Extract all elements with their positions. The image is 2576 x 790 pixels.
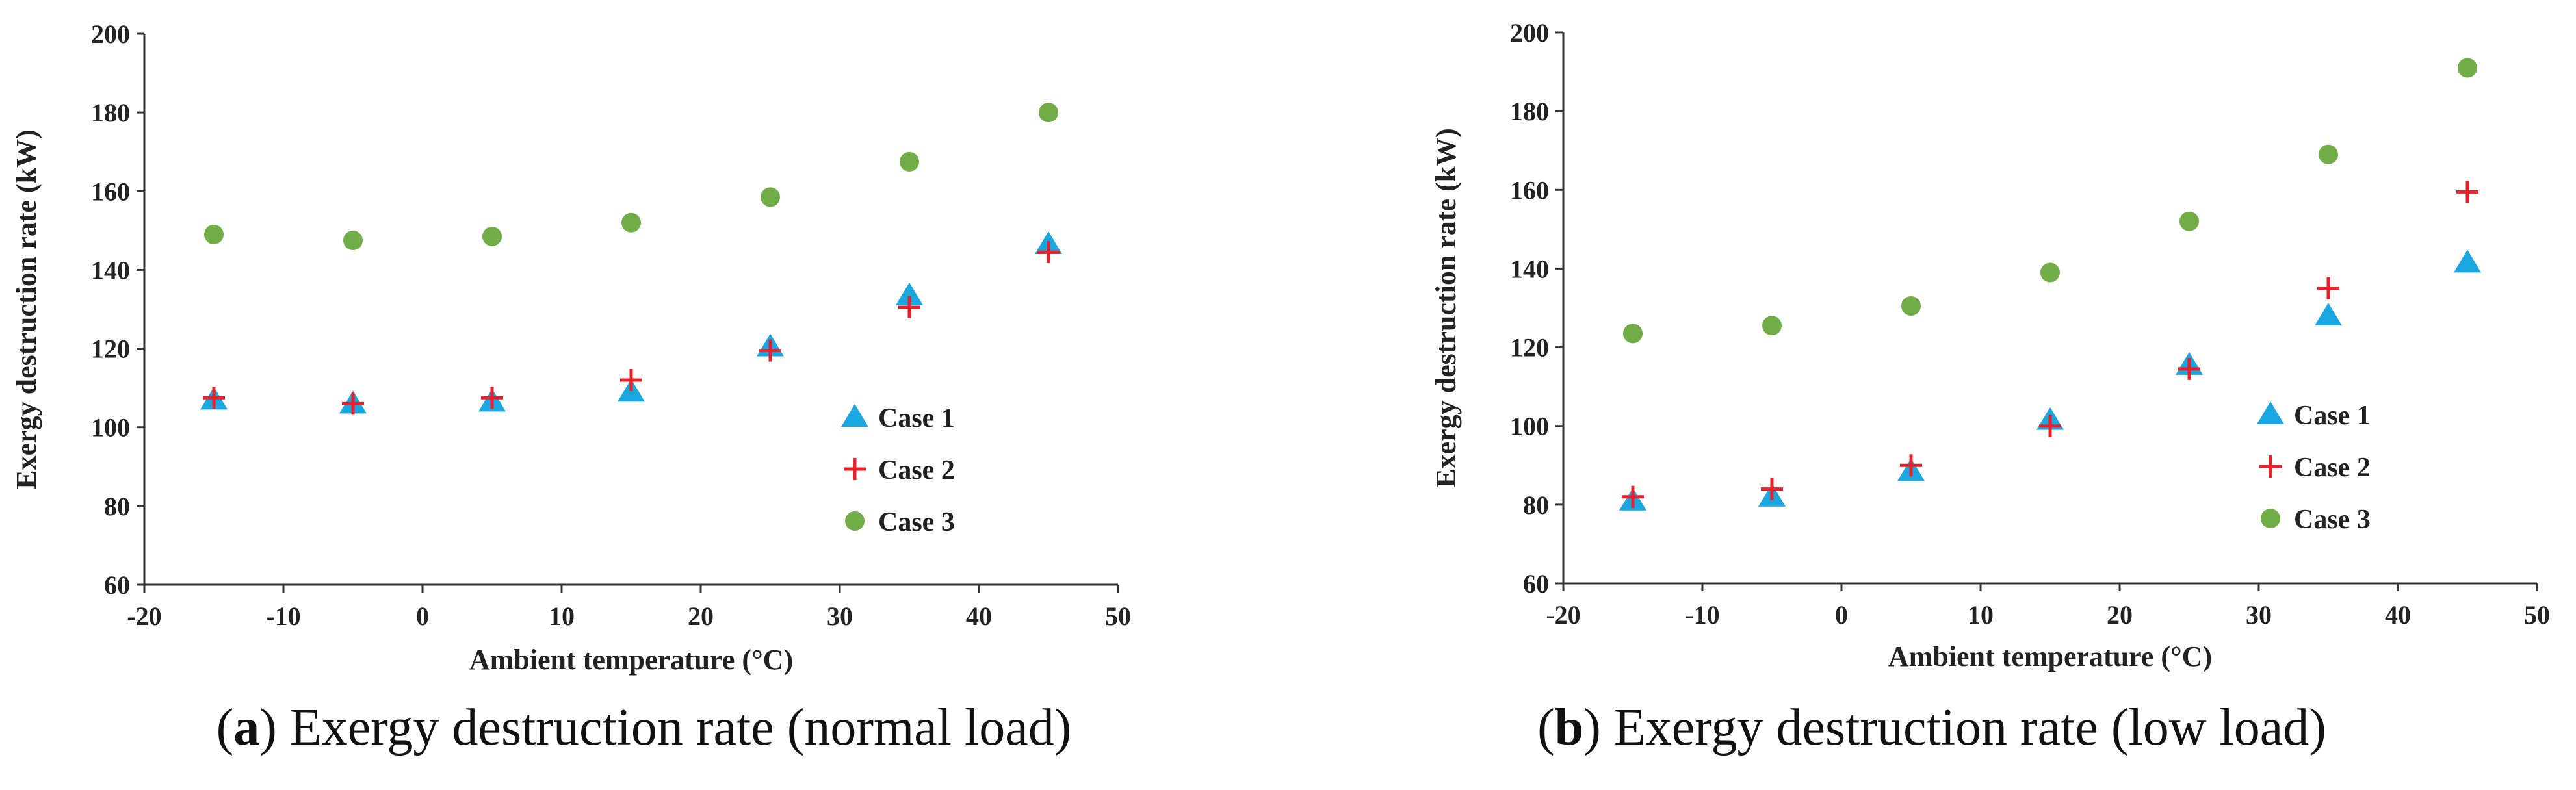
chart-a-point-circle (482, 226, 502, 246)
chart-a-caption: (a) Exergy destruction rate (normal load… (216, 699, 1072, 756)
chart-a-y-tick-label: 80 (104, 492, 130, 521)
chart-a-point-circle (900, 151, 919, 172)
chart-b-point-plus (2456, 181, 2478, 203)
chart-b-point-plus (1622, 485, 1644, 508)
chart-b-point-circle (2179, 211, 2199, 231)
chart-b-series-3 (1623, 58, 2477, 344)
chart-b-point-plus (1761, 478, 1783, 500)
chart-a-x-tick-label: 10 (549, 602, 575, 631)
chart-b-y-tick-label: 140 (1510, 254, 1549, 283)
chart-a-x-axis-title: Ambient temperature (°C) (469, 644, 793, 676)
chart-a-x-tick-label: 40 (966, 602, 992, 631)
chart-a-point-plus (481, 387, 503, 409)
chart-b-x-axis-title: Ambient temperature (°C) (1888, 641, 2212, 672)
chart-b-point-plus (1900, 454, 1922, 477)
chart-b-point-triangle (2315, 303, 2342, 326)
chart-b-x-tick-label: -20 (1546, 600, 1580, 630)
chart-b-legend-marker-3 (2261, 509, 2280, 528)
chart-a-x-tick-label: -10 (266, 602, 300, 631)
chart-b-caption-text: ) Exergy destruction rate (low load) (1583, 699, 2326, 756)
chart-a-point-plus (898, 296, 920, 318)
chart-b-caption-letter: b (1554, 699, 1584, 756)
chart-b-x-tick-label: -10 (1685, 600, 1719, 630)
chart-b-point-plus (2039, 414, 2061, 437)
chart-b-y-tick-label: 180 (1510, 97, 1549, 126)
chart-a-x-tick-label: 0 (416, 602, 429, 631)
chart-a-point-triangle (896, 282, 923, 305)
chart-a-caption-letter: a (233, 699, 260, 756)
chart-panel-b: 60 80 100 120 140 160 180 200 -20 -10 0 10 20 30 40 50 A… (1288, 0, 2576, 790)
chart-b-y-tick-label: 200 (1510, 18, 1549, 47)
chart-a-legend-marker-1 (841, 404, 868, 427)
chart-b-plot: 60 80 100 120 140 160 180 200 -20 -10 0 10 20 30 40 50 A… (1430, 18, 2550, 672)
chart-b-y-tick-label: 60 (1523, 569, 1549, 598)
chart-b-y-tick-label: 160 (1510, 175, 1549, 205)
chart-b-legend-marker-1 (2257, 401, 2284, 424)
chart-a-point-circle (204, 224, 224, 244)
chart-a-y-tick-label: 120 (91, 335, 130, 364)
chart-a-x-tick-label: 20 (688, 602, 714, 631)
chart-panel-a: 60 80 100 120 140 160 180 200 -20 -10 0 10 20 30 40 50 A… (10, 19, 1131, 756)
chart-b-x-tick-label: 0 (1835, 600, 1848, 630)
chart-b-y-tick-label: 120 (1510, 333, 1549, 363)
chart-a-legend-marker-3 (845, 511, 865, 531)
chart-a-y-axis-title: Exergy destruction rate (kW) (10, 129, 42, 489)
chart-a-point-plus (342, 392, 364, 415)
chart-b-point-circle (1623, 324, 1643, 344)
chart-b-caption: (b) Exergy destruction rate (low load) (1537, 699, 2326, 756)
chart-a-point-plus (203, 387, 225, 409)
chart-a-point-plus (759, 339, 781, 362)
chart-a-point-circle (1039, 103, 1058, 123)
chart-b-legend-label-3: Case 3 (2294, 505, 2371, 535)
chart-a-y-tick-label: 100 (91, 413, 130, 442)
chart-a-point-plus (620, 369, 642, 392)
chart-a-point-plus (1037, 241, 1060, 264)
chart-b-point-circle (1762, 316, 1782, 336)
chart-a-x-tick-label: 30 (827, 602, 853, 631)
chart-a-x-tick-label: 50 (1105, 602, 1131, 631)
chart-a-legend-label-1: Case 1 (878, 403, 955, 433)
chart-b-point-circle (1901, 296, 1921, 316)
chart-b-series-2 (1622, 181, 2478, 508)
chart-a-y-tick-label: 140 (91, 255, 130, 285)
chart-b-legend-label-1: Case 1 (2294, 401, 2371, 431)
chart-a-y-tick-label: 160 (91, 177, 130, 206)
chart-b-y-tick-label: 80 (1523, 491, 1549, 520)
chart-b-x-tick-label: 20 (2107, 600, 2133, 630)
chart-b-point-plus (2317, 277, 2339, 299)
chart-b-x-tick-label: 50 (2524, 600, 2550, 630)
chart-a-series-2 (203, 241, 1060, 415)
chart-a-legend-label-2: Case 2 (878, 455, 955, 485)
chart-a-legend-label-3: Case 3 (878, 507, 955, 537)
chart-a-y-tick-label: 60 (104, 570, 130, 600)
chart-a-y-tick-label: 180 (91, 98, 130, 127)
chart-a-y-tick-label: 200 (91, 19, 130, 49)
chart-a-x-tick-label: -20 (127, 602, 161, 631)
chart-b-x-tick-label: 40 (2385, 600, 2411, 630)
chart-a-point-circle (761, 187, 780, 207)
chart-a-caption-text: ) Exergy destruction rate (normal load) (259, 699, 1072, 756)
chart-b-point-circle (2319, 144, 2338, 164)
chart-a-point-circle (621, 212, 641, 233)
chart-a-legend-marker-2 (844, 458, 866, 480)
chart-b-point-plus (2178, 357, 2200, 380)
chart-b-x-tick-label: 10 (1968, 600, 1994, 630)
chart-b-y-tick-label: 100 (1510, 412, 1549, 441)
chart-b-legend-marker-2 (2259, 455, 2282, 478)
chart-b-y-axis-title: Exergy destruction rate (kW) (1430, 128, 1462, 488)
chart-a-point-circle (343, 231, 363, 250)
chart-b-point-circle (2458, 58, 2477, 78)
chart-b-x-tick-label: 30 (2246, 600, 2272, 630)
chart-b-point-triangle (2454, 249, 2481, 273)
chart-b-point-circle (2040, 262, 2060, 283)
chart-a-series-3 (204, 103, 1058, 250)
chart-a-plot: 60 80 100 120 140 160 180 200 -20 -10 0 10 20 30 40 50 A… (10, 19, 1131, 676)
chart-b-legend-label-2: Case 2 (2294, 453, 2371, 483)
